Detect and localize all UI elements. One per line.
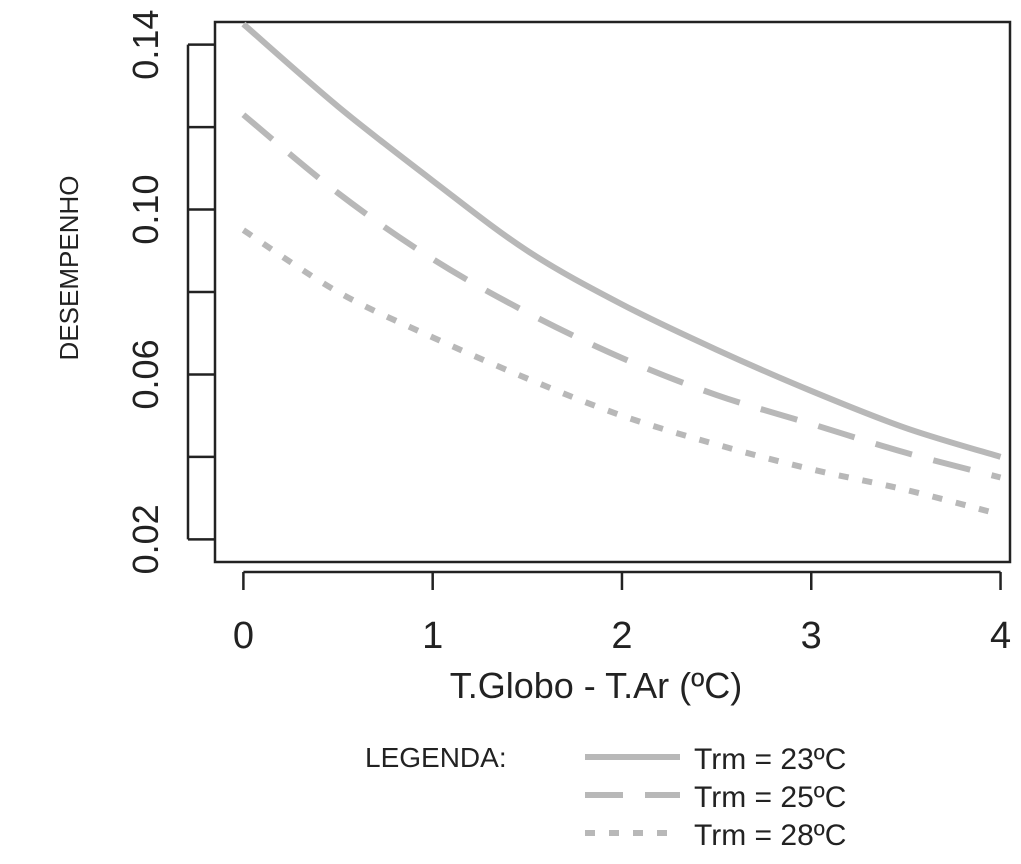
legend-label-3: Trm = 28ºC — [694, 819, 846, 852]
x-tick-label: 0 — [233, 615, 254, 657]
legend: LEGENDA: Trm = 23ºC Trm = 25ºC Trm = 28ºC — [365, 742, 846, 852]
x-tick-label: 4 — [990, 615, 1011, 657]
x-axis: 0 1 2 3 4 — [233, 570, 1011, 657]
y-tick-label: 0.06 — [125, 339, 166, 409]
y-tick-label: 0.02 — [125, 504, 166, 574]
series-layer — [241, 21, 1002, 518]
series-line-1 — [241, 21, 1002, 460]
x-tick-label: 2 — [611, 615, 632, 657]
x-axis-label: T.Globo - T.Ar (ºC) — [450, 665, 743, 706]
x-tick-label: 3 — [801, 615, 822, 657]
legend-title: LEGENDA: — [365, 742, 507, 773]
legend-label-1: Trm = 23ºC — [694, 743, 846, 776]
series-line-2 — [241, 112, 1002, 481]
legend-items: Trm = 23ºC Trm = 25ºC Trm = 28ºC — [585, 743, 846, 852]
y-tick-label: 0.14 — [125, 10, 166, 80]
y-tick-label: 0.10 — [125, 175, 166, 245]
y-axis: 0.02 0.06 0.10 0.14 — [125, 10, 215, 574]
y-axis-label: DESEMPENHO — [54, 176, 84, 361]
legend-label-2: Trm = 25ºC — [694, 781, 846, 814]
x-tick-label: 1 — [422, 615, 443, 657]
series-line-3 — [241, 227, 1002, 518]
